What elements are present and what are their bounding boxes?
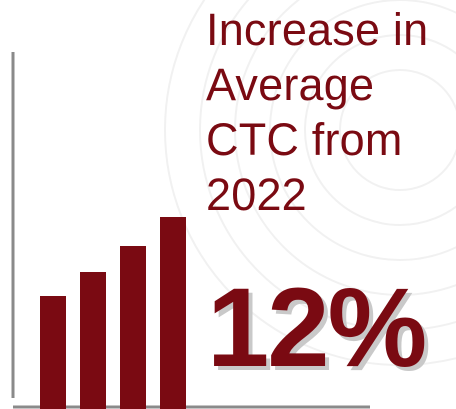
headline-line-4: 2022	[206, 169, 307, 220]
headline-line-3: CTC from	[206, 114, 403, 165]
headline-line-2: Average	[206, 59, 375, 110]
bar-1	[40, 296, 66, 409]
bar-3	[120, 246, 146, 409]
bar-2	[80, 272, 106, 409]
bar-4	[160, 217, 186, 409]
headline: Increase in Average CTC from 2022	[206, 2, 454, 222]
headline-line-1: Increase in	[206, 4, 429, 55]
stat-value: 12%	[207, 265, 427, 390]
